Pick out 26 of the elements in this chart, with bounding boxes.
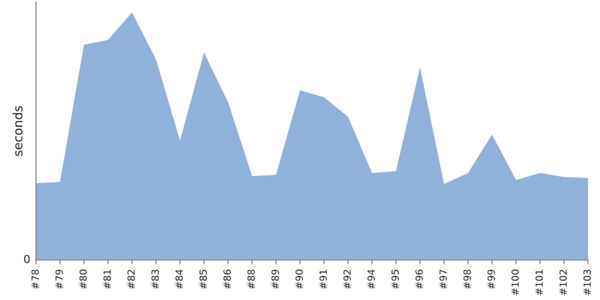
x-tick-label: #90 <box>295 270 303 289</box>
x-tick-label: #84 <box>175 270 183 289</box>
x-tick-label: #91 <box>319 270 327 289</box>
x-tick-label: #83 <box>151 270 159 289</box>
x-tick-label: #102 <box>559 270 567 295</box>
x-tick-label: #85 <box>199 270 207 289</box>
x-tick-label: #86 <box>223 270 231 289</box>
y-axis-title: seconds <box>12 106 22 156</box>
x-tick-label: #98 <box>463 270 471 289</box>
text: 0 <box>24 254 30 264</box>
x-tick-label: #89 <box>271 270 279 289</box>
x-tick-label: #97 <box>439 270 447 289</box>
x-tick-label: #95 <box>391 270 399 289</box>
x-tick-label: #82 <box>127 270 135 289</box>
x-tick-label: #96 <box>415 270 423 289</box>
x-tick-label: #78 <box>31 270 39 289</box>
x-tick-label: #99 <box>487 270 495 289</box>
x-tick-label: #88 <box>247 270 255 289</box>
x-tick-label: #103 <box>583 270 591 295</box>
x-tick-label: #81 <box>103 270 111 289</box>
x-tick-label: #100 <box>511 270 519 295</box>
x-tick-label: #79 <box>55 270 63 289</box>
x-tick-label: #94 <box>367 270 375 289</box>
x-tick-label: #101 <box>535 270 543 295</box>
x-tick-label: #80 <box>79 270 87 289</box>
x-tick-label: #92 <box>343 270 351 289</box>
